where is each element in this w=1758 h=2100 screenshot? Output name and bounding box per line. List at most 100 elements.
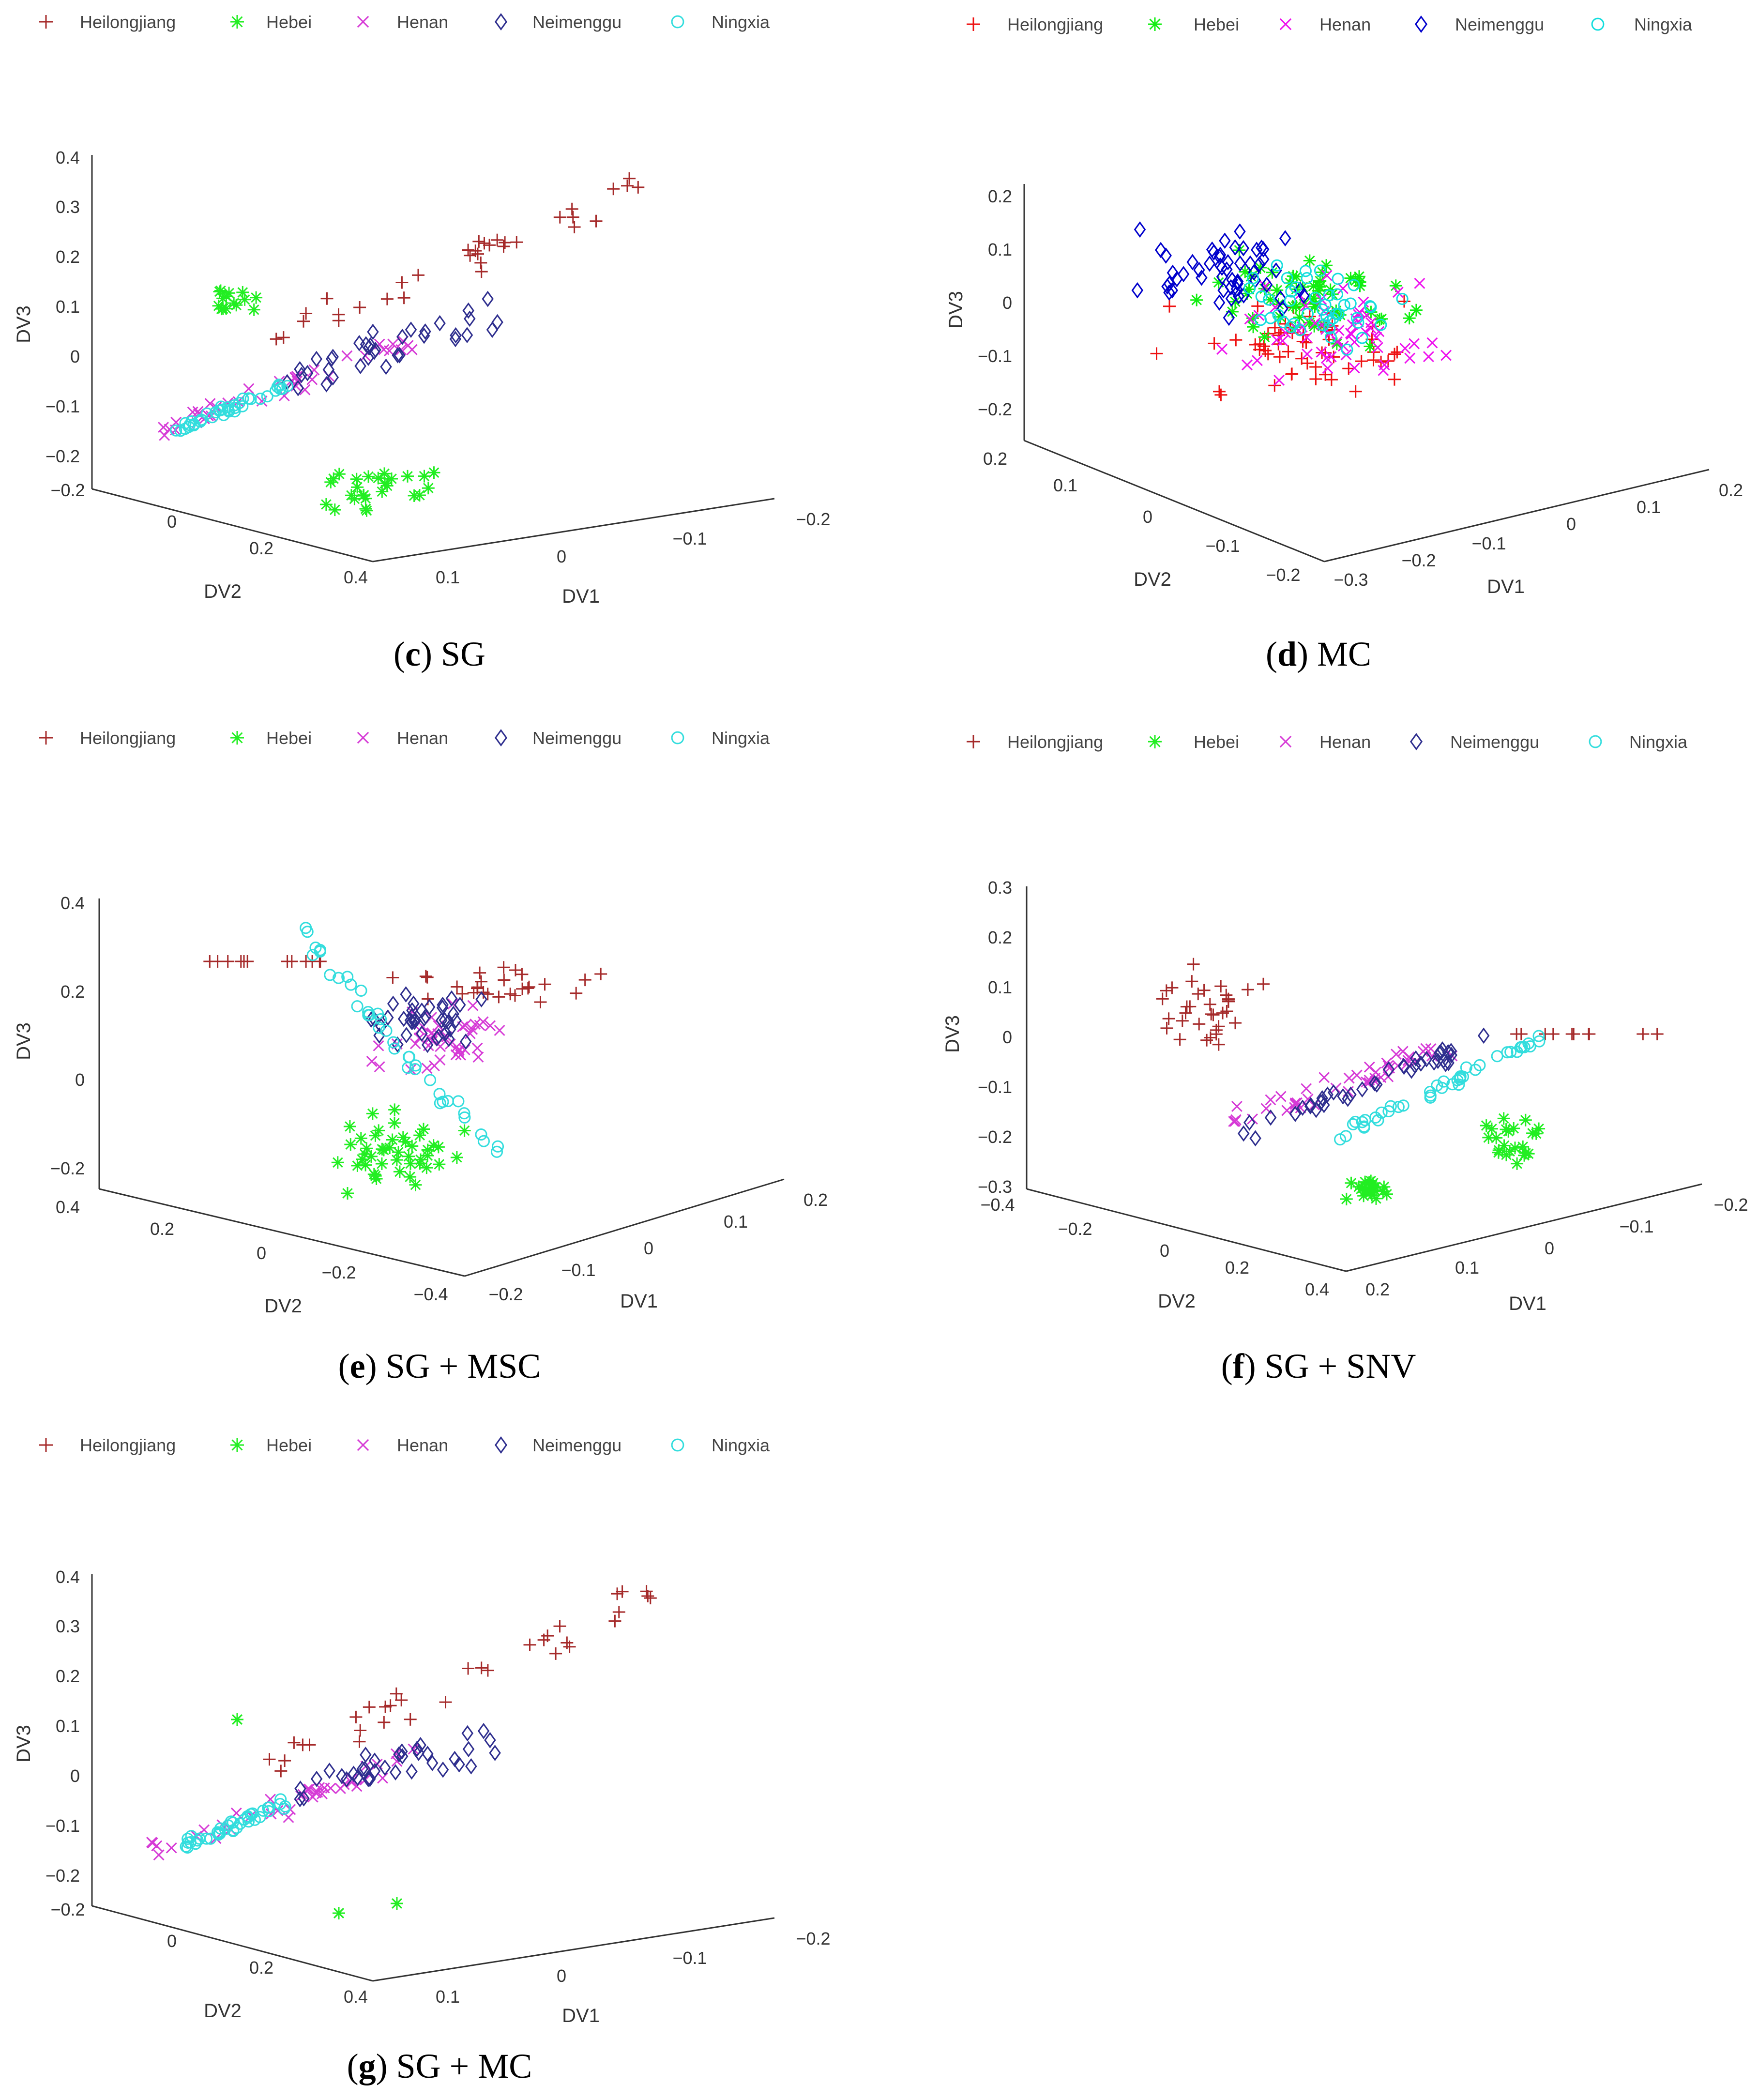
data-point: [1176, 1014, 1189, 1027]
data-point: [1583, 1028, 1596, 1040]
data-point: [1251, 300, 1264, 313]
data-point: [435, 1041, 446, 1052]
y-axis: [91, 488, 373, 563]
data-point: [437, 1761, 449, 1778]
data-point: [411, 1740, 423, 1757]
data-point: [1409, 1057, 1421, 1074]
data-point: [390, 1154, 403, 1167]
legend-marker: [230, 15, 244, 29]
data-point: [1163, 300, 1176, 313]
data-point: [320, 292, 333, 305]
data-point: [473, 966, 486, 979]
data-point: [1166, 981, 1179, 994]
x-axis: [1346, 1183, 1702, 1272]
data-point: [324, 475, 337, 488]
data-point: [460, 1033, 472, 1050]
data-point: [1258, 331, 1271, 344]
data-point: [1398, 1058, 1410, 1075]
data-point: [1398, 295, 1410, 308]
legend-label: Ningxia: [712, 12, 770, 32]
data-point: [1397, 1099, 1409, 1112]
data-point: [1156, 992, 1169, 1005]
data-point: [373, 1040, 384, 1051]
data-point: [1304, 1098, 1317, 1115]
data-point: [200, 1832, 213, 1845]
data-point: [1446, 1078, 1459, 1091]
axes: [1026, 886, 1702, 1272]
data-point: [350, 472, 363, 486]
data-point: [1501, 1046, 1514, 1059]
x-tick: −0.1: [1471, 533, 1506, 553]
x-axis: [372, 1917, 775, 1982]
data-point: [343, 1120, 356, 1133]
chart-e-svg: Heilongjiang Hebei Henan Neimenggu Ningx…: [13, 728, 828, 1385]
data-point: [1271, 284, 1284, 297]
data-point: [303, 1738, 316, 1751]
data-point: [388, 1103, 401, 1116]
data-point: [1186, 254, 1198, 271]
data-point: [424, 1074, 437, 1086]
axes: [91, 155, 775, 563]
legend-marker: [494, 729, 508, 746]
data-point: [351, 1780, 363, 1792]
data-point: [1286, 367, 1299, 380]
data-point: [1355, 355, 1368, 368]
panel-f: Heilongjiang Hebei Henan Neimenggu Ningx…: [879, 700, 1758, 1400]
data-point: [1242, 983, 1254, 996]
caption-letter: e: [350, 1347, 365, 1385]
data-point: [380, 358, 392, 375]
data-point: [1370, 1192, 1382, 1205]
data-point: [396, 1743, 408, 1760]
data-point: [475, 991, 487, 1008]
legend: Heilongjiang Hebei Henan Neimenggu Ningx…: [39, 12, 770, 32]
data-point: [409, 1178, 422, 1191]
legend-marker: [230, 731, 244, 745]
data-point: [1222, 254, 1234, 271]
data-point: [294, 1791, 306, 1808]
data-point: [419, 970, 432, 983]
data-point: [378, 1716, 391, 1729]
y-tick: 0.2: [1225, 1258, 1249, 1278]
data-point: [1294, 324, 1306, 336]
data-point: [211, 955, 224, 968]
data-point: [1515, 1028, 1528, 1040]
data-point: [499, 236, 512, 249]
data-point: [475, 1128, 487, 1141]
data-point: [359, 492, 372, 505]
data-point: [1187, 958, 1200, 971]
data-point: [437, 996, 449, 1013]
data-points: [158, 172, 645, 517]
data-point: [510, 236, 523, 249]
data-point: [433, 1088, 446, 1100]
data-point: [491, 1140, 504, 1153]
x-ticks: 0.2 0.1 0 −0.1 −0.2: [1365, 1195, 1748, 1299]
data-point: [1321, 1086, 1334, 1103]
data-point: [1162, 1012, 1175, 1025]
data-point: [477, 1135, 490, 1147]
legend-marker: [671, 731, 684, 745]
data-point: [406, 344, 418, 355]
legend-marker: [1279, 735, 1292, 748]
data-point: [254, 393, 267, 405]
data-point: [1327, 1084, 1340, 1101]
data-point: [400, 1027, 412, 1044]
data-point: [1317, 319, 1330, 332]
data-point: [360, 336, 372, 353]
data-point: [418, 1010, 430, 1027]
data-point: [228, 399, 241, 411]
legend-label: Ningxia: [1629, 732, 1688, 752]
data-point: [331, 1156, 344, 1169]
data-point: [1301, 1083, 1312, 1095]
data-point: [1364, 1061, 1375, 1073]
data-point: [553, 211, 566, 224]
legend-label: Henan: [397, 1435, 448, 1455]
data-point: [1344, 272, 1357, 285]
data-point: [1354, 306, 1365, 318]
data-point: [277, 331, 290, 344]
data-point: [1316, 1090, 1328, 1107]
legend-marker: [39, 15, 53, 29]
data-point: [578, 974, 591, 987]
data-point: [1314, 280, 1327, 293]
data-point: [368, 1752, 381, 1769]
data-point: [372, 1124, 385, 1137]
